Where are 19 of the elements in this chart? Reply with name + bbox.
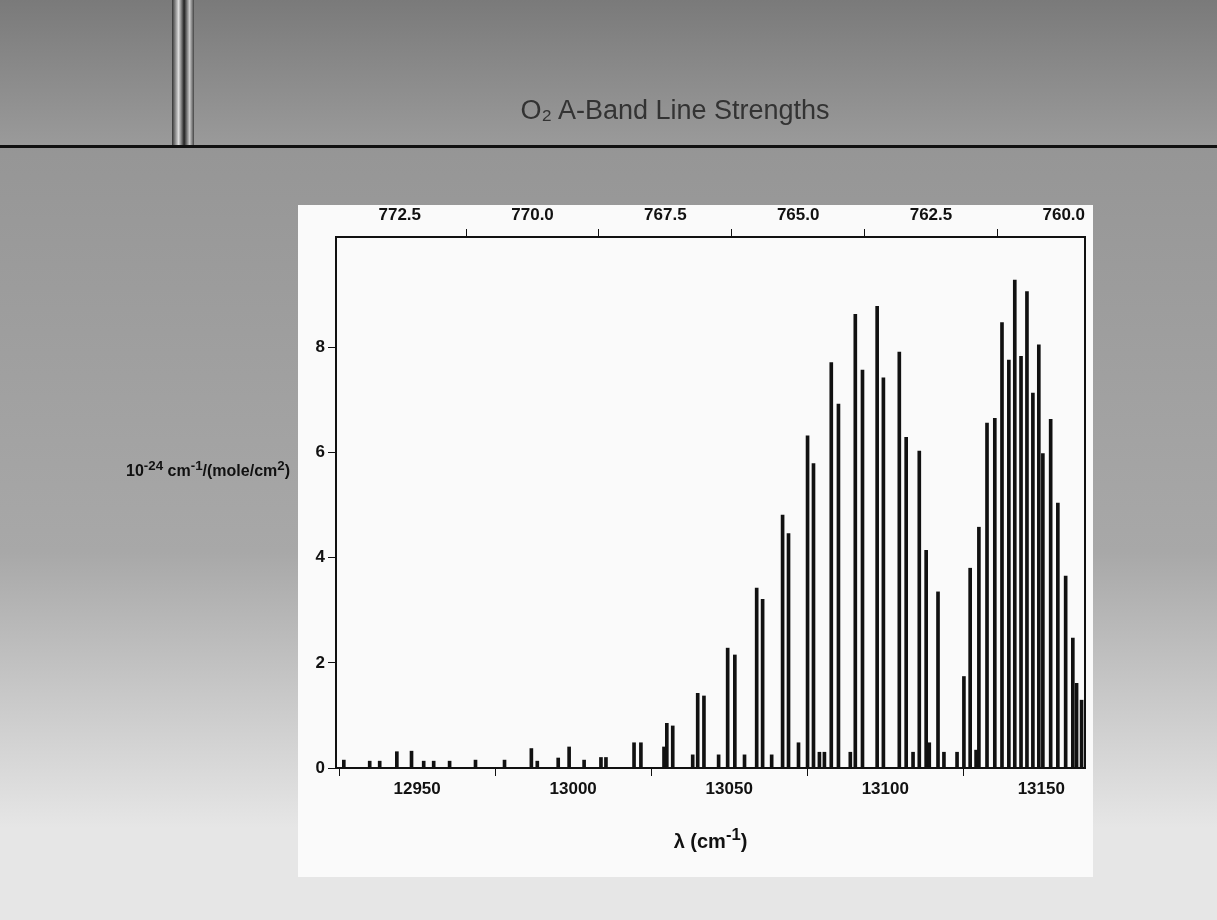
chart-title: O₂ A-Band Line Strengths — [519, 95, 831, 126]
x2-tick-label: 767.5 — [644, 205, 687, 225]
y-tick-label: 6 — [315, 442, 325, 462]
x2-tick-label: 772.5 — [378, 205, 422, 225]
y-tick-label: 8 — [315, 337, 325, 357]
y-tick-label: 0 — [315, 757, 325, 777]
x-tick-label: 13050 — [705, 778, 753, 798]
x-tick-label: 13100 — [861, 778, 909, 798]
x2-tick-label: 770.0 — [511, 205, 554, 225]
x2-tick-label: 765.0 — [776, 205, 820, 225]
x-tick-label: 13000 — [549, 778, 597, 798]
y-tick-label: 4 — [315, 547, 326, 567]
x-tick-label: 13150 — [1017, 778, 1065, 798]
x2-tick-label: 762.5 — [909, 205, 953, 225]
x-tick-label: 12950 — [393, 778, 441, 798]
x2-tick-label: 760.0 — [1042, 205, 1086, 225]
x-axis-title: λ (cm$^{-1}$) — [672, 825, 749, 853]
y-tick-label: 2 — [315, 652, 325, 672]
y-axis-title: 10$^{-24}$ cm$^{-1}$/(mole/cm$^{2}$) — [125, 458, 290, 481]
